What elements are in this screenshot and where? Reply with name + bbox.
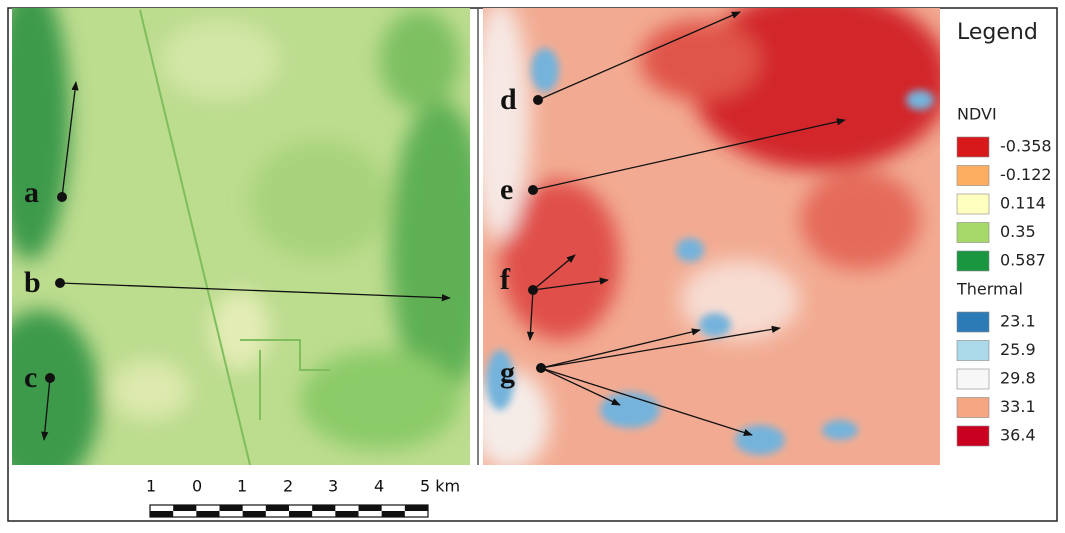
scale-label: 1 (237, 477, 247, 496)
legend-swatch (957, 194, 989, 214)
legend-swatch (957, 312, 989, 332)
point-label: e (500, 173, 513, 206)
scale-segment (243, 511, 266, 517)
scale-segment (405, 505, 428, 511)
scale-label: 3 (328, 477, 338, 496)
scale-label: 5 km (420, 477, 460, 496)
point-label: b (24, 266, 41, 299)
legend-label: -0.358 (1000, 137, 1052, 156)
scale-segment (312, 505, 335, 511)
scale-label: 2 (283, 477, 293, 496)
point-label: a (24, 176, 39, 209)
legend-swatch (957, 137, 989, 157)
ndvi-map (0, 0, 490, 490)
scale-segment (266, 505, 289, 511)
legend-label: 29.8 (1000, 369, 1036, 388)
legend-label: 36.4 (1000, 426, 1036, 445)
legend-label: 0.114 (1000, 194, 1046, 213)
scale-label: 4 (374, 477, 384, 496)
legend-swatch (957, 166, 989, 186)
scale-label: 0 (192, 477, 202, 496)
legend-label: -0.122 (1000, 165, 1052, 184)
figure: a b c d e f g Legend NDVI-0.358 -0.122 0.114 0.35… (0, 0, 1065, 529)
legend-label: 23.1 (1000, 312, 1036, 331)
legend-swatch (957, 398, 989, 418)
scale-label: 1 (146, 477, 156, 496)
scale-segment (289, 511, 312, 517)
point-label: g (500, 356, 515, 389)
scale-segment (173, 505, 196, 511)
legend-swatch (957, 426, 989, 446)
point-label: f (500, 263, 511, 296)
legend-group-title: NDVI (957, 105, 997, 124)
scale-segment (220, 505, 243, 511)
scale-segment (196, 511, 219, 517)
legend-label: 0.587 (1000, 251, 1046, 270)
point-label: c (24, 361, 37, 394)
legend-title: Legend (957, 20, 1038, 45)
scale-segment (359, 505, 382, 511)
legend-group-title: Thermal (956, 280, 1023, 299)
scale-segment (382, 511, 405, 517)
legend-label: 33.1 (1000, 397, 1036, 416)
legend-label: 0.35 (1000, 222, 1036, 241)
legend-swatch (957, 251, 989, 271)
legend-label: 25.9 (1000, 340, 1036, 359)
point-label: d (500, 83, 517, 116)
legend-swatch (957, 341, 989, 361)
scale-segment (335, 511, 358, 517)
scale-segment (150, 511, 173, 517)
thermal-map (470, 0, 950, 470)
legend-swatch (957, 223, 989, 243)
legend-swatch (957, 369, 989, 389)
